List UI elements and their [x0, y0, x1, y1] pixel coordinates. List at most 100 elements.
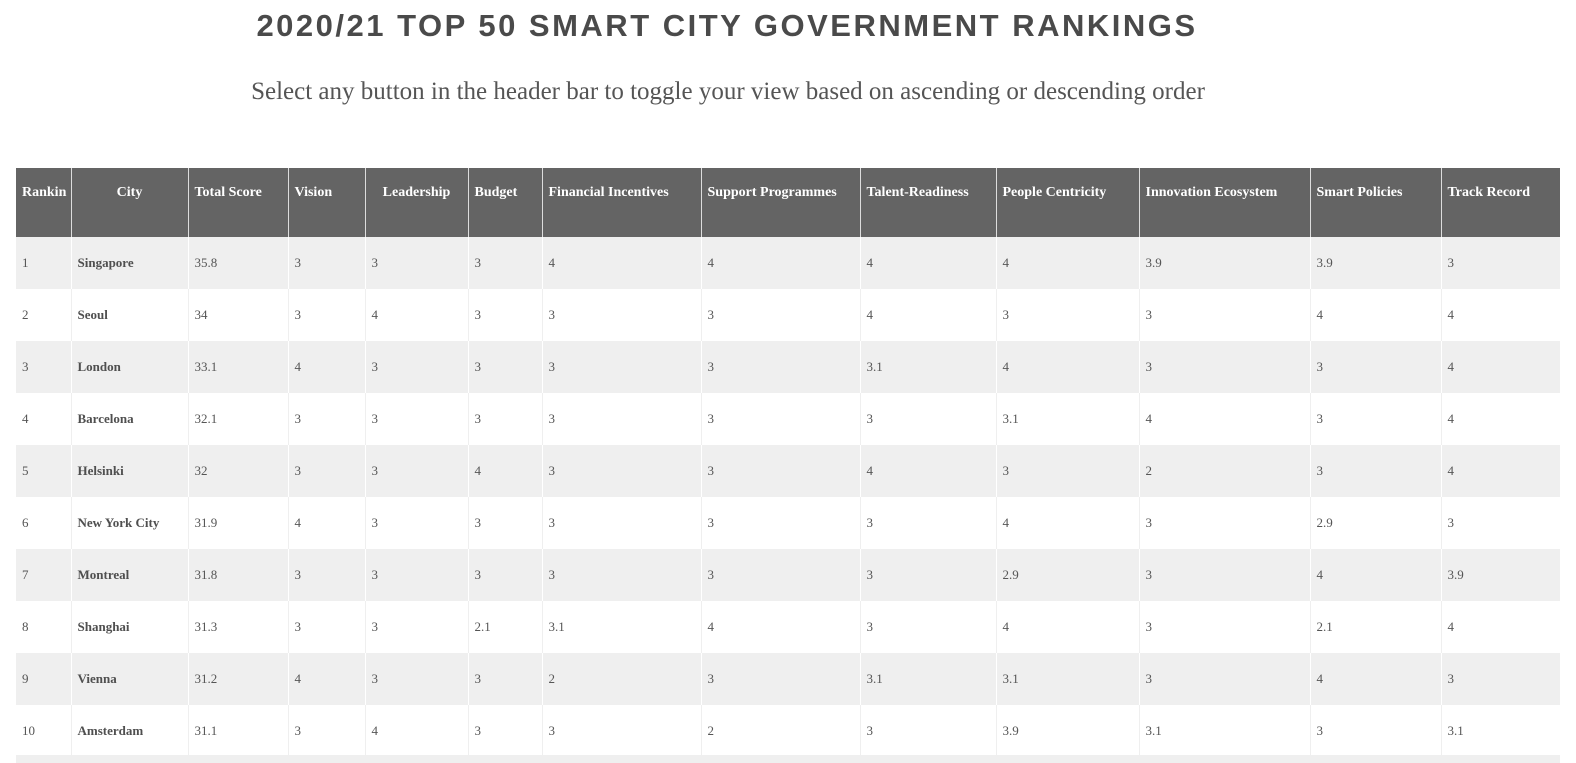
score-cell: 3 [995, 289, 1139, 341]
score-cell: 4 [287, 341, 365, 393]
score-cell: 4 [1309, 549, 1441, 601]
score-cell: 3 [364, 341, 468, 393]
score-cell: 4 [1440, 445, 1560, 497]
column-header-rankin[interactable]: Rankin [16, 168, 71, 237]
page-subtitle: Select any button in the header bar to t… [251, 78, 1205, 105]
score-cell: 2 [1138, 445, 1310, 497]
score-cell: 4 [1440, 393, 1560, 445]
score-cell: 4 [287, 653, 365, 705]
score-cell: 2.9 [1309, 497, 1441, 549]
score-cell: 3.1 [995, 653, 1139, 705]
score-cell: 31.8 [187, 549, 288, 601]
city-cell: Barcelona [70, 393, 188, 445]
column-header-leadership[interactable]: Leadership [364, 168, 468, 237]
city-cell: London [70, 341, 188, 393]
rank-cell: 5 [16, 445, 71, 497]
rank-cell: 9 [16, 653, 71, 705]
score-cell: 3.9 [1440, 549, 1560, 601]
rank-cell: 8 [16, 601, 71, 653]
score-cell: 3 [287, 393, 365, 445]
rank-cell: 7 [16, 549, 71, 601]
score-cell: 3 [1440, 237, 1560, 289]
score-cell: 3 [1309, 445, 1441, 497]
column-header-support-programmes[interactable]: Support Programmes [700, 168, 860, 237]
score-cell: 3 [1138, 601, 1310, 653]
score-cell: 33.1 [187, 341, 288, 393]
score-cell: 32.1 [187, 393, 288, 445]
score-cell: 3 [287, 289, 365, 341]
rankings-table: Rankin City Total Score Vision Leadership Bud… [16, 168, 1560, 757]
score-cell: 3 [1440, 653, 1560, 705]
score-cell: 3 [1138, 341, 1310, 393]
score-cell: 3 [541, 393, 701, 445]
score-cell: 3.1 [1440, 705, 1560, 757]
score-cell: 3 [995, 445, 1139, 497]
table-row: 9 Vienna 31.2 4 3 3 2 3 3.1 3.1 3 4 3 [16, 653, 1560, 705]
rank-cell: 3 [16, 341, 71, 393]
column-header-financial-incentives[interactable]: Financial Incentives [541, 168, 701, 237]
city-cell: Montreal [70, 549, 188, 601]
score-cell: 3 [364, 653, 468, 705]
column-header-city[interactable]: City [70, 168, 188, 237]
score-cell: 3 [700, 289, 860, 341]
column-header-talent-readiness[interactable]: Talent-Readiness [859, 168, 996, 237]
score-cell: 4 [700, 601, 860, 653]
score-cell: 3 [700, 653, 860, 705]
score-cell: 3.9 [1138, 237, 1310, 289]
score-cell: 3 [1440, 497, 1560, 549]
city-cell: New York City [70, 497, 188, 549]
column-header-track-record[interactable]: Track Record [1440, 168, 1560, 237]
page-title: 2020/21 TOP 50 SMART CITY GOVERNMENT RAN… [256, 8, 1198, 43]
score-cell: 3 [541, 549, 701, 601]
score-cell: 3 [541, 289, 701, 341]
column-header-budget[interactable]: Budget [467, 168, 542, 237]
score-cell: 3 [467, 393, 542, 445]
score-cell: 35.8 [187, 237, 288, 289]
table-row: 2 Seoul 34 3 4 3 3 3 4 3 3 4 4 [16, 289, 1560, 341]
column-header-innovation-ecosystem[interactable]: Innovation Ecosystem [1138, 168, 1310, 237]
score-cell: 3 [467, 497, 542, 549]
table-row: 3 London 33.1 4 3 3 3 3 3.1 4 3 3 4 [16, 341, 1560, 393]
score-cell: 3 [467, 549, 542, 601]
score-cell: 3 [287, 705, 365, 757]
city-cell: Singapore [70, 237, 188, 289]
column-header-total-score[interactable]: Total Score [187, 168, 288, 237]
score-cell: 4 [700, 237, 860, 289]
score-cell: 3 [859, 705, 996, 757]
column-header-vision[interactable]: Vision [287, 168, 365, 237]
score-cell: 4 [859, 237, 996, 289]
score-cell: 3 [859, 393, 996, 445]
city-cell: Shanghai [70, 601, 188, 653]
score-cell: 3 [541, 497, 701, 549]
score-cell: 3.9 [995, 705, 1139, 757]
score-cell: 3.1 [995, 393, 1139, 445]
table-row: 1 Singapore 35.8 3 3 3 4 4 4 4 3.9 3.9 3 [16, 237, 1560, 289]
score-cell: 3.1 [1138, 705, 1310, 757]
score-cell: 3 [700, 445, 860, 497]
table-row: 8 Shanghai 31.3 3 3 2.1 3.1 4 3 4 3 2.1 4 [16, 601, 1560, 653]
score-cell: 3 [541, 341, 701, 393]
score-cell: 4 [1440, 289, 1560, 341]
score-cell: 32 [187, 445, 288, 497]
score-cell: 3.9 [1309, 237, 1441, 289]
score-cell: 3 [1309, 393, 1441, 445]
column-header-smart-policies[interactable]: Smart Policies [1309, 168, 1441, 237]
city-cell: Amsterdam [70, 705, 188, 757]
score-cell: 31.3 [187, 601, 288, 653]
city-cell: Vienna [70, 653, 188, 705]
score-cell: 3 [859, 497, 996, 549]
score-cell: 31.1 [187, 705, 288, 757]
score-cell: 3.1 [541, 601, 701, 653]
score-cell: 34 [187, 289, 288, 341]
next-row-partial [16, 755, 1560, 763]
score-cell: 4 [1309, 653, 1441, 705]
score-cell: 4 [1309, 289, 1441, 341]
column-header-people-centricity[interactable]: People Centricity [995, 168, 1139, 237]
rank-cell: 10 [16, 705, 71, 757]
score-cell: 3 [1138, 549, 1310, 601]
score-cell: 4 [467, 445, 542, 497]
score-cell: 3 [364, 237, 468, 289]
score-cell: 3 [1138, 289, 1310, 341]
table-row: 5 Helsinki 32 3 3 4 3 3 4 3 2 3 4 [16, 445, 1560, 497]
score-cell: 4 [859, 445, 996, 497]
